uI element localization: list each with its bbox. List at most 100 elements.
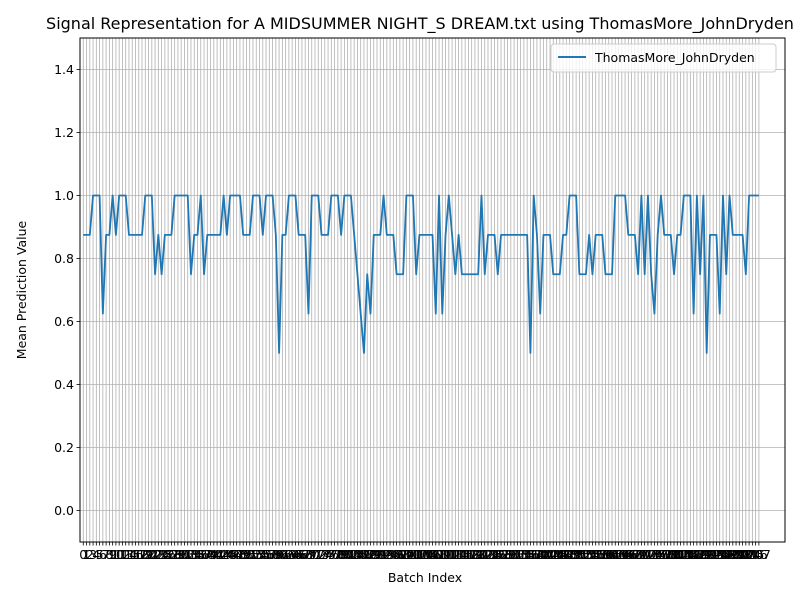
x-tick-label: 37 [196,547,212,562]
y-tick-label: 1.4 [54,62,74,77]
x-tick-label: 106 [417,547,441,562]
x-tick-label: 179 [656,547,680,562]
x-tick-label: 86 [356,547,372,562]
x-tick-label: 10 [108,547,124,562]
x-tick-label: 113 [440,547,464,562]
x-tick-label: 35 [190,547,206,562]
x-tick-label: 146 [548,547,572,562]
x-tick-label: 174 [639,547,663,562]
x-tick-label: 30 [173,547,189,562]
x-tick-label: 20 [141,547,157,562]
x-tick-label: 153 [571,547,595,562]
x-tick-label: 193 [701,547,725,562]
x-tick-label: 205 [740,547,764,562]
y-tick-label: 0.0 [54,503,74,518]
x-tick-label: 85 [353,547,369,562]
x-tick-label: 152 [567,547,591,562]
x-tick-label: 127 [486,547,510,562]
x-tick-label: 164 [607,547,631,562]
x-tick-label: 117 [453,547,477,562]
x-tick-label: 51 [242,547,258,562]
x-tick-label: 101 [401,547,425,562]
x-tick-label: 137 [518,547,542,562]
x-tick-label: 123 [473,547,497,562]
x-tick-label: 136 [515,547,539,562]
x-tick-label: 17 [131,547,147,562]
legend-label: ThomasMore_JohnDryden [594,50,755,65]
x-tick-label: 59 [268,547,284,562]
x-tick-label: 130 [496,547,520,562]
x-tick-label: 0 [79,547,87,562]
x-tick-label: 78 [330,547,346,562]
x-tick-label: 197 [714,547,738,562]
series-line-thomasmore-johndryden [83,194,759,354]
x-tick-label: 151 [564,547,588,562]
x-tick-label: 110 [430,547,454,562]
x-tick-label: 95 [385,547,401,562]
x-tick-label: 158 [587,547,611,562]
x-tick-label: 41 [209,547,225,562]
x-tick-label: 70 [304,547,320,562]
x-tick-label: 104 [411,547,435,562]
x-tick-label: 58 [265,547,281,562]
x-tick-label: 178 [652,547,676,562]
x-tick-label: 139 [525,547,549,562]
x-tick-label: 67 [294,547,310,562]
chart-title: Signal Representation for A MIDSUMMER NI… [46,14,794,34]
x-tick-label: 64 [284,547,300,562]
x-tick-label: 170 [626,547,650,562]
x-tick-label: 115 [447,547,471,562]
x-tick-label: 55 [255,547,271,562]
x-tick-label: 36 [193,547,209,562]
x-tick-label: 185 [675,547,699,562]
x-tick-label: 84 [349,547,365,562]
x-tick-label: 207 [747,547,771,562]
y-axis-label: Mean Prediction Value [14,220,29,359]
x-tick-label: 94 [382,547,398,562]
x-tick-label: 120 [463,547,487,562]
x-tick-label: 90 [369,547,385,562]
x-tick-label: 54 [252,547,268,562]
x-tick-label: 163 [603,547,627,562]
x-tick-label: 76 [323,547,339,562]
x-tick-label: 13 [118,547,134,562]
x-tick-label: 72 [310,547,326,562]
y-tick-label: 0.2 [54,440,74,455]
x-tick-label: 81 [340,547,356,562]
x-tick-label: 142 [535,547,559,562]
x-tick-label: 202 [731,547,755,562]
x-tick-label: 4 [92,547,100,562]
x-axis-ticks: 0123456789101112131415161718192021222324… [79,542,771,562]
y-tick-label: 1.2 [54,125,74,140]
x-tick-label: 188 [685,547,709,562]
x-tick-label: 183 [669,547,693,562]
x-tick-label: 181 [662,547,686,562]
x-tick-label: 112 [437,547,461,562]
x-tick-label: 29 [170,547,186,562]
x-tick-label: 61 [274,547,290,562]
x-tick-label: 27 [163,547,179,562]
x-tick-label: 105 [414,547,438,562]
x-tick-label: 49 [235,547,251,562]
x-tick-label: 189 [688,547,712,562]
x-tick-label: 11 [111,547,127,562]
x-tick-label: 162 [600,547,624,562]
x-tick-label: 129 [492,547,516,562]
x-tick-label: 199 [721,547,745,562]
x-tick-label: 166 [613,547,637,562]
x-tick-label: 184 [672,547,696,562]
x-tick-label: 191 [695,547,719,562]
x-tick-label: 203 [734,547,758,562]
x-tick-label: 69 [301,547,317,562]
x-tick-label: 145 [545,547,569,562]
x-tick-label: 111 [434,547,458,562]
x-tick-label: 21 [144,547,160,562]
x-tick-label: 141 [532,547,556,562]
x-tick-label: 133 [505,547,529,562]
x-tick-label: 57 [261,547,277,562]
x-tick-label: 204 [737,547,761,562]
x-tick-label: 150 [561,547,585,562]
x-tick-label: 103 [408,547,432,562]
x-tick-label: 60 [271,547,287,562]
